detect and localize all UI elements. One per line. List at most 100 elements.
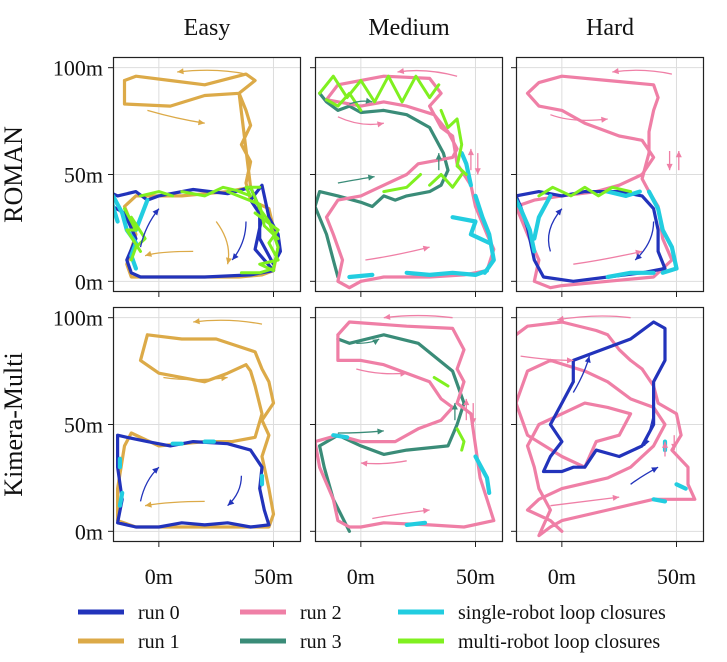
panel-frame: [112, 306, 302, 543]
direction-arrow: [463, 398, 470, 421]
legend-item-run1: run 1: [78, 631, 180, 653]
trajectory-layer: [315, 313, 496, 533]
panel-r0-c1: [314, 56, 504, 293]
direction-arrow: [397, 67, 458, 77]
legend-item-run0: run 0: [78, 602, 180, 624]
trajectory-multi: [180, 185, 243, 198]
trajectory-single: [473, 193, 496, 275]
trajectory-multi: [237, 185, 262, 198]
trajectory-single: [117, 490, 125, 508]
trajectory-single: [605, 270, 656, 280]
trajectory-single: [404, 520, 428, 527]
trajectory-single: [473, 454, 492, 495]
trajectory-layer: [113, 68, 282, 279]
trajectory-run2: [315, 320, 496, 529]
direction-arrow: [550, 494, 620, 507]
panel-frame: [314, 306, 504, 543]
trajectory-multi: [382, 173, 422, 194]
column-title: Easy: [184, 15, 231, 41]
panel-r1-c0: [112, 306, 302, 543]
direction-arrow: [550, 114, 608, 123]
direction-arrow: [193, 318, 263, 325]
trajectory-multi: [537, 185, 633, 198]
direction-arrow: [666, 151, 673, 171]
x-tick-label: 50m: [657, 564, 696, 589]
direction-arrow: [675, 151, 682, 171]
trajectory-run3: [315, 91, 450, 279]
direction-arrow: [163, 375, 228, 382]
x-tick-label: 50m: [456, 564, 495, 589]
direction-arrow: [356, 368, 407, 377]
trajectory-multi: [455, 427, 466, 452]
trajectory-multi: [318, 74, 441, 104]
direction-arrow: [643, 413, 655, 447]
panel-frame: [314, 56, 504, 293]
trajectory-multi: [439, 108, 468, 176]
direction-arrow: [356, 338, 380, 345]
trajectory-multi: [432, 376, 450, 388]
trajectory-run2: [516, 74, 674, 290]
direction-arrow: [474, 153, 481, 175]
panel-r0-c0: [112, 56, 302, 293]
trajectory-single: [450, 215, 492, 245]
direction-arrow: [520, 355, 574, 364]
trajectory-run2: [324, 74, 496, 290]
trajectory-run0: [541, 320, 667, 474]
direction-arrow: [337, 174, 375, 184]
direction-arrow: [451, 403, 458, 421]
direction-arrow: [231, 221, 247, 261]
legend-label: run 0: [138, 602, 180, 624]
legend-label: single-robot loop closures: [458, 602, 666, 624]
direction-arrow: [557, 315, 631, 322]
trajectory-single: [646, 189, 679, 275]
direction-arrow: [360, 460, 407, 467]
x-tick-label: 0m: [145, 564, 173, 589]
y-tick-label: 50m: [64, 163, 103, 188]
legend-label: run 2: [300, 602, 342, 624]
trajectory-layer: [516, 315, 697, 538]
trajectory-layer: [115, 318, 276, 529]
trajectory-single: [516, 195, 537, 254]
direction-arrow: [572, 355, 591, 393]
y-tick-label: 0m: [75, 519, 103, 544]
direction-arrow: [337, 116, 384, 128]
trajectory-single: [532, 193, 553, 241]
direction-arrow: [349, 97, 373, 105]
trajectory-layer: [315, 67, 496, 290]
row-label: ROMAN: [0, 126, 28, 223]
trajectory-run3: [317, 333, 466, 533]
column-title: Hard: [586, 15, 634, 41]
trajectory-layer: [516, 68, 682, 290]
x-tick-label: 0m: [347, 564, 375, 589]
direction-arrow: [612, 68, 673, 75]
legend-item-run3: run 3: [240, 631, 342, 653]
row-label: Kimera-Multi: [0, 352, 28, 496]
direction-arrow: [139, 208, 160, 248]
legend-item-single: single-robot loop closures: [398, 602, 666, 624]
trajectory-single: [605, 189, 642, 198]
column-title: Medium: [368, 15, 450, 41]
y-tick-label: 100m: [53, 306, 103, 331]
direction-arrow: [227, 475, 243, 507]
panel-r1-c1: [314, 306, 504, 543]
trajectory-single: [404, 268, 490, 277]
direction-arrow: [337, 428, 384, 435]
direction-arrow: [661, 441, 669, 457]
direction-arrow: [573, 249, 643, 265]
trajectory-single: [113, 199, 120, 224]
direction-arrow: [372, 507, 430, 520]
trajectory-multi: [139, 190, 175, 198]
direction-arrow: [365, 245, 430, 261]
y-tick-label: 100m: [53, 56, 103, 81]
direction-arrow: [139, 466, 160, 502]
direction-arrow: [435, 153, 442, 171]
direction-arrow: [467, 148, 474, 171]
y-tick-label: 50m: [64, 413, 103, 438]
legend-item-run2: run 2: [240, 602, 342, 624]
direction-arrow: [671, 435, 678, 451]
direction-arrow: [470, 403, 477, 425]
direction-arrow: [630, 466, 659, 485]
trajectory-multi: [123, 207, 142, 253]
trajectory-single: [459, 150, 473, 188]
legend-item-multi: multi-robot loop closures: [398, 631, 660, 653]
